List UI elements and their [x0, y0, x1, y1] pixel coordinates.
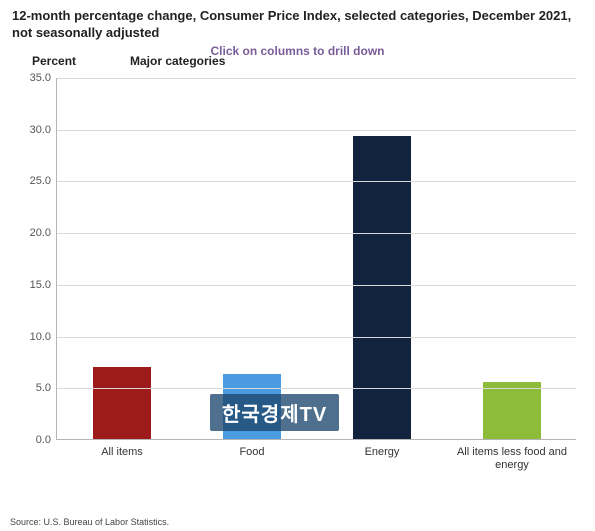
bars-container — [57, 78, 576, 439]
watermark-badge: 한국경제TV — [210, 394, 339, 431]
y-tick-label: 35.0 — [17, 72, 51, 84]
grid-line — [57, 285, 576, 286]
legend-label: Major categories — [130, 54, 225, 68]
grid-line — [57, 130, 576, 131]
x-tick-label: All items — [57, 446, 187, 459]
y-tick-label: 5.0 — [17, 382, 51, 394]
y-tick-label: 0.0 — [17, 434, 51, 446]
grid-line — [57, 337, 576, 338]
y-tick-label: 10.0 — [17, 331, 51, 343]
x-tick-label: Food — [187, 446, 317, 459]
plot-area: 0.05.010.015.020.025.030.035.0All itemsF… — [56, 78, 576, 440]
y-tick-label: 20.0 — [17, 227, 51, 239]
y-tick-label: 30.0 — [17, 124, 51, 136]
chart-title: 12-month percentage change, Consumer Pri… — [12, 8, 583, 42]
y-tick-label: 15.0 — [17, 279, 51, 291]
grid-line — [57, 233, 576, 234]
grid-line — [57, 78, 576, 79]
grid-line — [57, 388, 576, 389]
bar-all-items-less-food-and-energy[interactable] — [483, 382, 540, 439]
bar-all-items[interactable] — [93, 367, 150, 439]
source-caption: Source: U.S. Bureau of Labor Statistics. — [10, 517, 169, 527]
x-tick-label: All items less food and energy — [447, 446, 577, 472]
y-axis-label: Percent — [32, 54, 76, 68]
drill-down-hint: Click on columns to drill down — [210, 44, 384, 58]
x-tick-label: Energy — [317, 446, 447, 459]
grid-line — [57, 181, 576, 182]
y-tick-label: 25.0 — [17, 175, 51, 187]
